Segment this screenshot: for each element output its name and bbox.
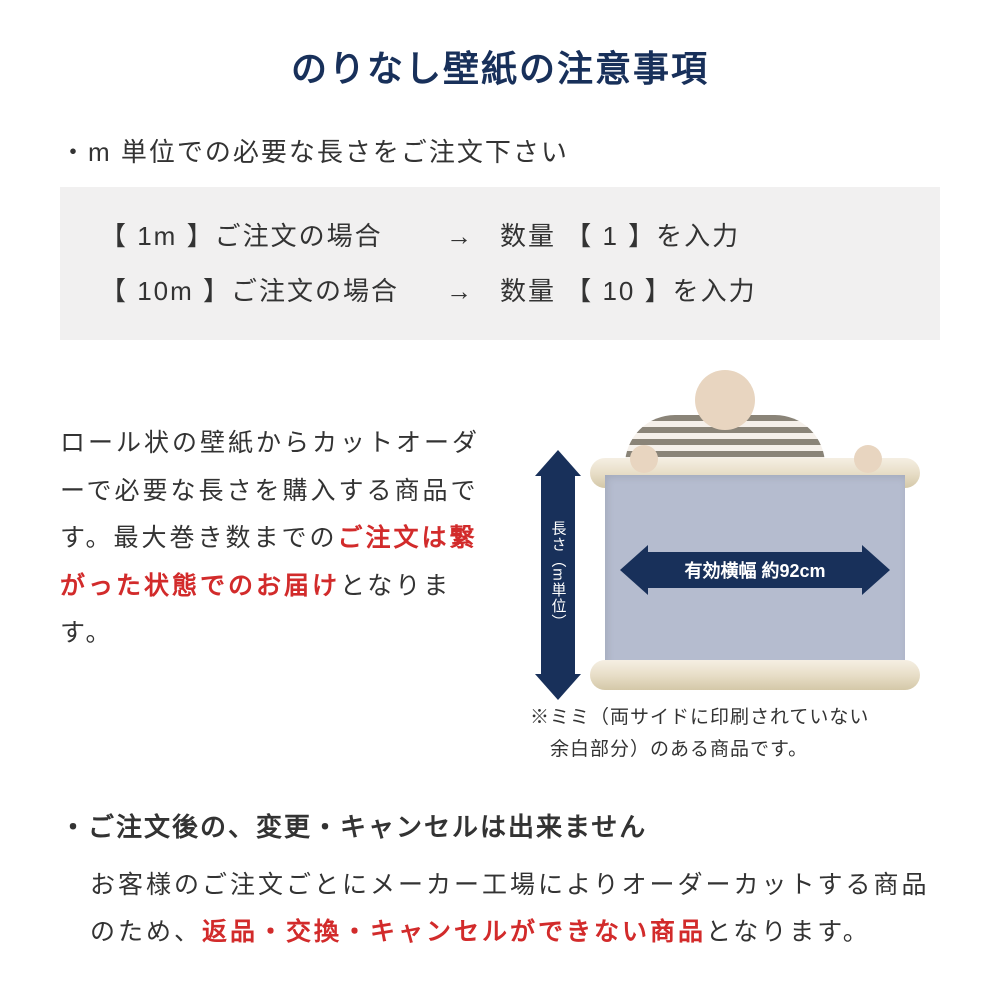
horizontal-arrow-label: 有効横幅 約92cm — [620, 557, 890, 583]
no-cancel-description: お客様のご注文ごとにメーカー工場によりオーダーカットする商品のため、返品・交換・… — [60, 862, 940, 957]
arrow-icon: → — [420, 264, 500, 319]
arrow-icon: → — [420, 209, 500, 264]
wallpaper-diagram: 長さ（m単位） 有効横幅 約92cm ※ミミ（両サイドに印刷されていない 余白部… — [510, 370, 940, 767]
mimi-note-line1: ※ミミ（両サイドに印刷されていない — [530, 707, 869, 728]
order-row-1-left: 【 1m 】ご注文の場合 — [100, 209, 420, 264]
vertical-arrow-icon: 長さ（m単位） — [535, 450, 581, 700]
bullet-order-by-meter: ・m 単位での必要な長さをご注文下さい — [60, 132, 940, 169]
order-row-1: 【 1m 】ご注文の場合 → 数量 【 1 】を入力 — [100, 209, 900, 264]
person-head-icon — [695, 370, 755, 430]
page-title: のりなし壁紙の注意事項 — [60, 40, 940, 92]
mimi-footnote: ※ミミ（両サイドに印刷されていない 余白部分）のある商品です。 — [510, 702, 940, 767]
no-cancel-part2: となります。 — [706, 918, 871, 946]
roll-bottom-icon — [590, 660, 920, 690]
order-row-1-right: 数量 【 1 】を入力 — [500, 209, 900, 264]
horizontal-arrow-icon: 有効横幅 約92cm — [620, 545, 890, 595]
order-example-box: 【 1m 】ご注文の場合 → 数量 【 1 】を入力 【 10m 】ご注文の場合… — [60, 187, 940, 340]
hand-left-icon — [630, 445, 658, 473]
mid-section: ロール状の壁紙からカットオーダーで必要な長さを購入する商品です。最大巻き数までの… — [60, 370, 940, 767]
order-row-2-left: 【 10m 】ご注文の場合 — [100, 264, 420, 319]
vertical-arrow-label: 長さ（m単位） — [548, 520, 569, 630]
hand-right-icon — [854, 445, 882, 473]
bullet-no-cancel: ・ご注文後の、変更・キャンセルは出来ません — [60, 807, 940, 844]
no-cancel-highlight: 返品・交換・キャンセルができない商品 — [202, 918, 706, 946]
order-row-2-right: 数量 【 10 】を入力 — [500, 264, 900, 319]
mimi-note-line2: 余白部分）のある商品です。 — [530, 739, 808, 760]
roll-description: ロール状の壁紙からカットオーダーで必要な長さを購入する商品です。最大巻き数までの… — [60, 370, 490, 767]
order-row-2: 【 10m 】ご注文の場合 → 数量 【 10 】を入力 — [100, 264, 900, 319]
